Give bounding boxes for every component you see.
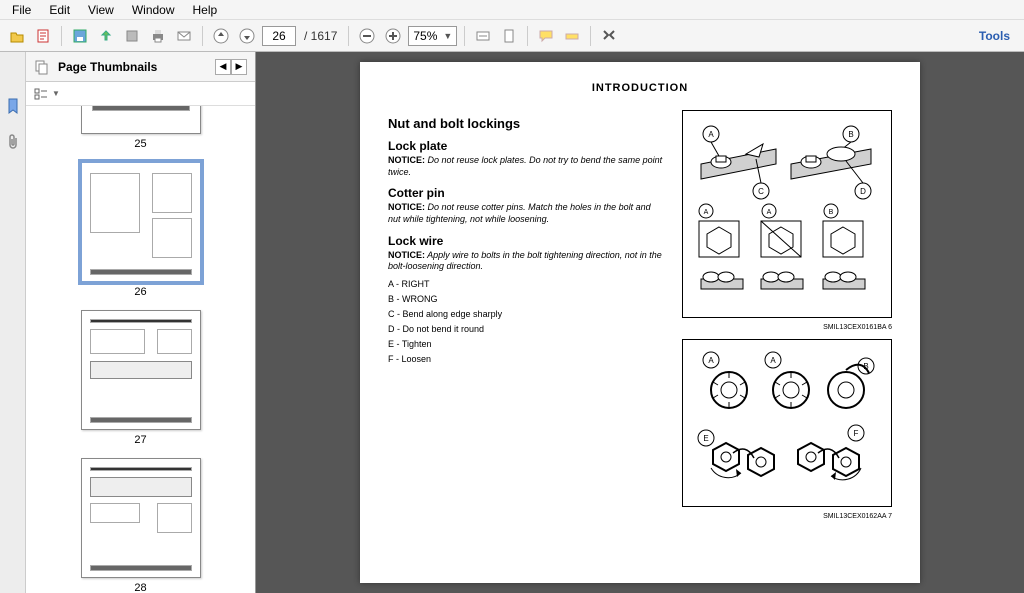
zoom-value: 75%	[413, 29, 437, 43]
page-number-input[interactable]	[262, 26, 296, 46]
legend-f: F - Loosen	[388, 354, 664, 364]
figure-cotter: A A B	[682, 339, 892, 507]
upload-button[interactable]	[95, 25, 117, 47]
svg-text:F: F	[854, 429, 859, 438]
thumbnail-item[interactable]: 28	[26, 458, 255, 593]
para-lockwire: NOTICE: Apply wire to bolts in the bolt …	[388, 250, 664, 273]
heading-lockwire: Lock wire	[388, 234, 664, 248]
legend-e: E - Tighten	[388, 339, 664, 349]
legend-a: A - RIGHT	[388, 279, 664, 289]
save-button[interactable]	[69, 25, 91, 47]
heading-main: Nut and bolt lockings	[388, 116, 664, 131]
thumbnail-header: Page Thumbnails ◀ ▶	[26, 52, 255, 82]
thumbnail-label: 25	[134, 138, 146, 150]
thumbnail-item[interactable]: 27	[26, 310, 255, 446]
thumbnail-nav: ◀ ▶	[215, 59, 247, 75]
heading-lockplate: Lock plate	[388, 139, 664, 153]
read-mode-button[interactable]	[598, 25, 620, 47]
thumbnail-item[interactable]: 25	[26, 106, 255, 150]
page-down-button[interactable]	[236, 25, 258, 47]
bookmarks-tab[interactable]	[3, 96, 23, 116]
tools-link[interactable]: Tools	[971, 27, 1018, 45]
highlight-button[interactable]	[561, 25, 583, 47]
menu-edit[interactable]: Edit	[41, 2, 78, 18]
document-view[interactable]: INTRODUCTION Nut and bolt lockings Lock …	[256, 52, 1024, 593]
legend-c: C - Bend along edge sharply	[388, 309, 664, 319]
fit-width-button[interactable]	[472, 25, 494, 47]
menu-file[interactable]: File	[4, 2, 39, 18]
side-rail	[0, 52, 26, 593]
para-lockplate: NOTICE: Do not reuse lock plates. Do not…	[388, 155, 664, 178]
save-alt-button[interactable]	[121, 25, 143, 47]
zoom-select[interactable]: 75% ▼	[408, 26, 457, 46]
thumbnail-list[interactable]: 25 26 2	[26, 106, 255, 593]
thumb-options-button[interactable]	[32, 85, 50, 103]
thumbnail-panel: Page Thumbnails ◀ ▶ ▼ 25	[26, 52, 256, 593]
svg-text:A: A	[708, 356, 714, 365]
thumb-next-button[interactable]: ▶	[231, 59, 247, 75]
legend-d: D - Do not bend it round	[388, 324, 664, 334]
figure-caption-1: SMIL13CEX0161BA 6	[682, 324, 892, 331]
page-header: INTRODUCTION	[388, 82, 892, 94]
svg-text:A: A	[704, 209, 709, 216]
attachments-tab[interactable]	[3, 132, 23, 152]
open-file-button[interactable]	[6, 25, 28, 47]
chevron-down-icon: ▼	[443, 31, 452, 41]
legend-b: B - WRONG	[388, 294, 664, 304]
svg-text:A: A	[708, 130, 714, 139]
print-button[interactable]	[147, 25, 169, 47]
svg-text:B: B	[848, 130, 853, 139]
thumbnail-label: 28	[134, 582, 146, 593]
thumbnail-item[interactable]: 26	[26, 162, 255, 298]
pdf-page: INTRODUCTION Nut and bolt lockings Lock …	[360, 62, 920, 583]
svg-text:D: D	[860, 187, 866, 196]
para-cotter: NOTICE: Do not reuse cotter pins. Match …	[388, 202, 664, 225]
thumbnail-label: 27	[134, 434, 146, 446]
thumbnail-title: Page Thumbnails	[58, 60, 207, 74]
menu-help[interactable]: Help	[185, 2, 226, 18]
thumbnail-subbar: ▼	[26, 82, 255, 106]
menu-bar: File Edit View Window Help	[0, 0, 1024, 20]
figure-caption-2: SMIL13CEX0162AA 7	[682, 513, 892, 520]
chevron-down-icon: ▼	[52, 89, 60, 98]
email-button[interactable]	[173, 25, 195, 47]
main-area: Page Thumbnails ◀ ▶ ▼ 25	[0, 52, 1024, 593]
page-up-button[interactable]	[210, 25, 232, 47]
svg-text:A: A	[767, 209, 772, 216]
zoom-out-button[interactable]	[356, 25, 378, 47]
thumb-prev-button[interactable]: ◀	[215, 59, 231, 75]
svg-text:A: A	[770, 356, 776, 365]
zoom-in-button[interactable]	[382, 25, 404, 47]
menu-window[interactable]: Window	[124, 2, 183, 18]
fit-page-button[interactable]	[498, 25, 520, 47]
svg-text:E: E	[703, 434, 708, 443]
svg-text:C: C	[758, 187, 764, 196]
comment-button[interactable]	[535, 25, 557, 47]
page-total-label: / 1617	[300, 29, 341, 43]
svg-text:B: B	[829, 209, 834, 216]
figure-lockplate: A B	[682, 110, 892, 318]
toolbar: / 1617 75% ▼ Tools	[0, 20, 1024, 52]
menu-view[interactable]: View	[80, 2, 122, 18]
pages-icon	[34, 59, 50, 75]
thumbnail-label: 26	[134, 286, 146, 298]
create-pdf-button[interactable]	[32, 25, 54, 47]
heading-cotter: Cotter pin	[388, 186, 664, 200]
